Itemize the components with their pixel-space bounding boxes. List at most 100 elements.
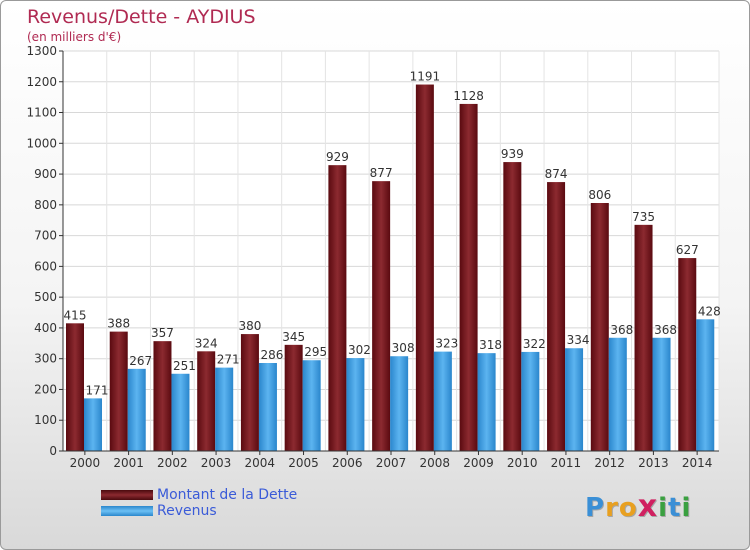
data-label-debt: 877 (370, 166, 393, 180)
bar-debt (109, 331, 128, 451)
bar-revenue (433, 351, 452, 451)
bar-revenue (608, 337, 627, 451)
data-label-revenue: 368 (610, 323, 633, 337)
x-tick-label: 2005 (288, 456, 319, 470)
bar-debt (415, 84, 434, 452)
legend-label-revenue: Revenus (157, 503, 217, 519)
y-tick-label: 300 (34, 352, 57, 366)
bar-debt (328, 165, 347, 451)
bar-revenue (127, 368, 146, 451)
logo-letter: r (605, 493, 619, 523)
bar-revenue (215, 367, 234, 451)
data-label-revenue: 334 (567, 333, 590, 347)
proxiti-logo: Proxiti (585, 489, 691, 524)
bar-revenue (171, 373, 190, 451)
x-tick-label: 2004 (245, 456, 276, 470)
data-label-revenue: 171 (86, 383, 109, 397)
data-label-debt: 806 (588, 188, 611, 202)
data-label-revenue: 286 (260, 348, 283, 362)
data-label-debt: 388 (107, 317, 130, 331)
x-tick-label: 2009 (463, 456, 494, 470)
y-tick-label: 1100 (26, 106, 57, 120)
y-tick-label: 200 (34, 382, 57, 396)
data-label-debt: 415 (64, 308, 87, 322)
bar-debt (240, 334, 259, 451)
data-label-revenue: 251 (173, 359, 196, 373)
bar-revenue (652, 337, 671, 451)
legend-swatch-debt (101, 490, 153, 500)
y-tick-label: 900 (34, 167, 57, 181)
bar-revenue (302, 360, 321, 451)
bar-revenue (346, 358, 365, 451)
chart-title: Revenus/Dette - AYDIUS (27, 6, 256, 28)
x-tick-label: 2003 (201, 456, 232, 470)
x-tick-label: 2002 (157, 456, 188, 470)
y-tick-label: 700 (34, 229, 57, 243)
bar-debt (197, 351, 216, 451)
y-tick-label: 100 (34, 413, 57, 427)
x-tick-label: 2008 (419, 456, 450, 470)
bar-debt (66, 323, 84, 451)
bar-revenue (521, 351, 540, 451)
logo-letter: o (618, 493, 638, 523)
data-label-revenue: 322 (523, 337, 546, 351)
bar-revenue (477, 353, 496, 451)
bar-debt (634, 224, 653, 451)
y-tick-label: 600 (34, 259, 57, 273)
data-label-revenue: 308 (392, 341, 415, 355)
data-label-revenue: 323 (435, 337, 458, 351)
data-label-debt: 735 (632, 210, 655, 224)
data-label-revenue: 318 (479, 338, 502, 352)
logo-letter: x (637, 489, 659, 524)
data-label-debt: 627 (676, 243, 699, 257)
y-tick-label: 1000 (26, 136, 57, 150)
data-label-revenue: 302 (348, 343, 371, 357)
data-label-revenue: 368 (654, 323, 677, 337)
legend-swatch-revenue (101, 506, 153, 516)
bar-debt (503, 162, 522, 452)
data-label-debt: 929 (326, 150, 349, 164)
logo-letter: t (668, 493, 682, 523)
x-tick-label: 2010 (507, 456, 538, 470)
y-tick-label: 1200 (26, 75, 57, 89)
data-label-revenue: 267 (129, 354, 152, 368)
data-label-debt: 380 (238, 319, 261, 333)
logo-letter: i (681, 493, 692, 523)
x-tick-label: 2014 (682, 456, 713, 470)
chart-subtitle: (en milliers d'€) (27, 30, 122, 44)
bar-debt (678, 258, 697, 451)
bar-debt (547, 182, 566, 452)
bar-revenue (84, 398, 102, 451)
y-tick-label: 400 (34, 321, 57, 335)
data-label-debt: 357 (151, 326, 174, 340)
data-label-debt: 345 (282, 330, 305, 344)
x-tick-label: 2006 (332, 456, 363, 470)
data-label-revenue: 271 (217, 353, 240, 367)
data-label-revenue: 428 (698, 304, 721, 318)
bar-debt (153, 341, 172, 451)
bar-debt (459, 103, 478, 451)
legend-label-debt: Montant de la Dette (157, 487, 298, 503)
bar-revenue (696, 319, 715, 451)
x-tick-label: 2000 (70, 456, 101, 470)
bar-revenue (390, 356, 409, 451)
x-tick-label: 2001 (113, 456, 144, 470)
y-tick-label: 800 (34, 198, 57, 212)
bar-debt (590, 203, 609, 451)
data-label-debt: 1191 (410, 70, 441, 84)
x-tick-label: 2011 (551, 456, 582, 470)
data-label-revenue: 295 (304, 345, 327, 359)
bar-debt (284, 344, 303, 451)
logo-letter: i (658, 493, 669, 523)
bar-revenue (565, 348, 584, 451)
x-tick-label: 2012 (594, 456, 625, 470)
data-label-debt: 324 (195, 336, 218, 350)
y-tick-label: 1300 (26, 44, 57, 58)
x-tick-label: 2007 (376, 456, 407, 470)
data-label-debt: 1128 (453, 89, 484, 103)
data-label-debt: 874 (545, 167, 568, 181)
data-label-debt: 939 (501, 147, 524, 161)
logo-letter: P (585, 493, 606, 523)
